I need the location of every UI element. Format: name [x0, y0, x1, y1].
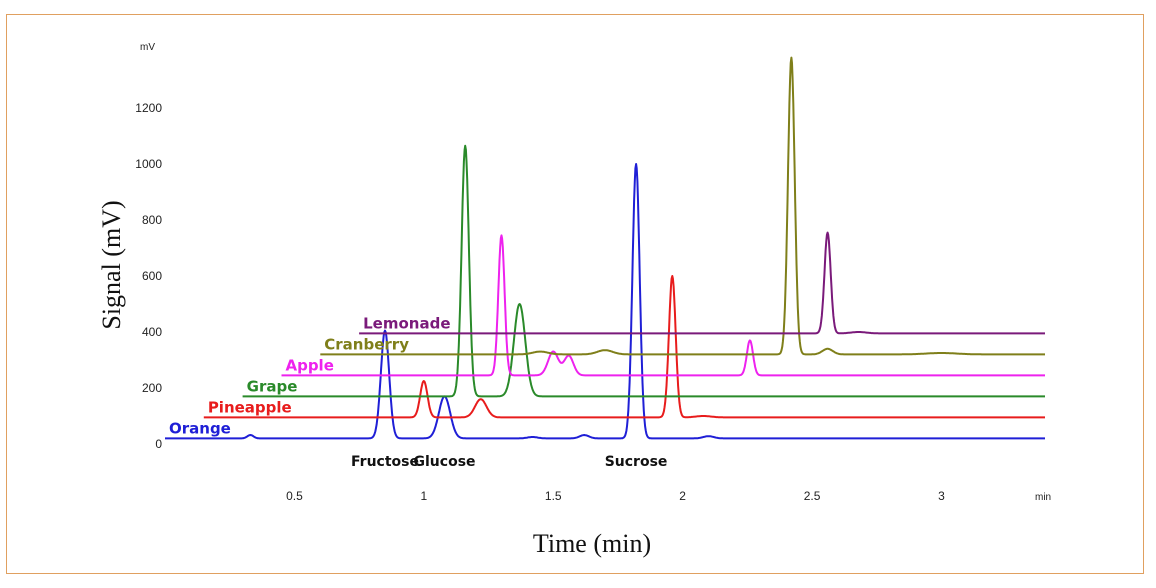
series-labels: Orange Pineapple Grape Apple Cranberry Lemona… [169, 314, 451, 437]
x-axis-title: Time (min) [533, 529, 651, 558]
series-label-cranberry: Cranberry [324, 335, 409, 353]
x-unit-label: min [1035, 492, 1051, 503]
chart-frame [6, 14, 1144, 574]
y-tick-label: 400 [142, 325, 162, 339]
peak-label-fructose: Fructose [351, 454, 419, 470]
series-line-apple [281, 234, 1046, 377]
series-label-grape: Grape [247, 377, 298, 395]
y-axis-title: Signal (mV) [97, 200, 126, 329]
x-axis-ticks: 0.5 1 1.5 2 2.5 3 [286, 489, 945, 503]
x-tick-label: 3 [938, 489, 945, 503]
y-tick-label: 1000 [135, 157, 162, 171]
series-line-grape [242, 144, 1046, 398]
y-tick-label: 200 [142, 381, 162, 395]
x-tick-label: 2 [679, 489, 686, 503]
y-unit-label: mV [140, 42, 155, 53]
x-tick-label: 2.5 [804, 489, 821, 503]
series-line-cranberry [319, 56, 1046, 356]
series-label-apple: Apple [285, 356, 333, 374]
y-axis-ticks: 0 200 400 600 800 1000 1200 [135, 101, 162, 451]
peak-label-glucose: Glucose [414, 454, 476, 470]
y-tick-label: 0 [155, 437, 162, 451]
x-tick-label: 0.5 [286, 489, 303, 503]
y-tick-label: 800 [142, 213, 162, 227]
y-tick-label: 600 [142, 269, 162, 283]
series-line-orange [164, 163, 1046, 440]
x-tick-label: 1 [420, 489, 427, 503]
peak-label-sucrose: Sucrose [605, 454, 668, 470]
series-lines [164, 56, 1046, 440]
y-tick-label: 1200 [135, 101, 162, 115]
series-label-orange: Orange [169, 419, 231, 437]
series-line-lemonade [358, 231, 1046, 335]
series-label-pineapple: Pineapple [208, 398, 292, 416]
x-tick-label: 1.5 [545, 489, 562, 503]
series-label-lemonade: Lemonade [363, 314, 450, 332]
series-line-pineapple [203, 275, 1046, 419]
